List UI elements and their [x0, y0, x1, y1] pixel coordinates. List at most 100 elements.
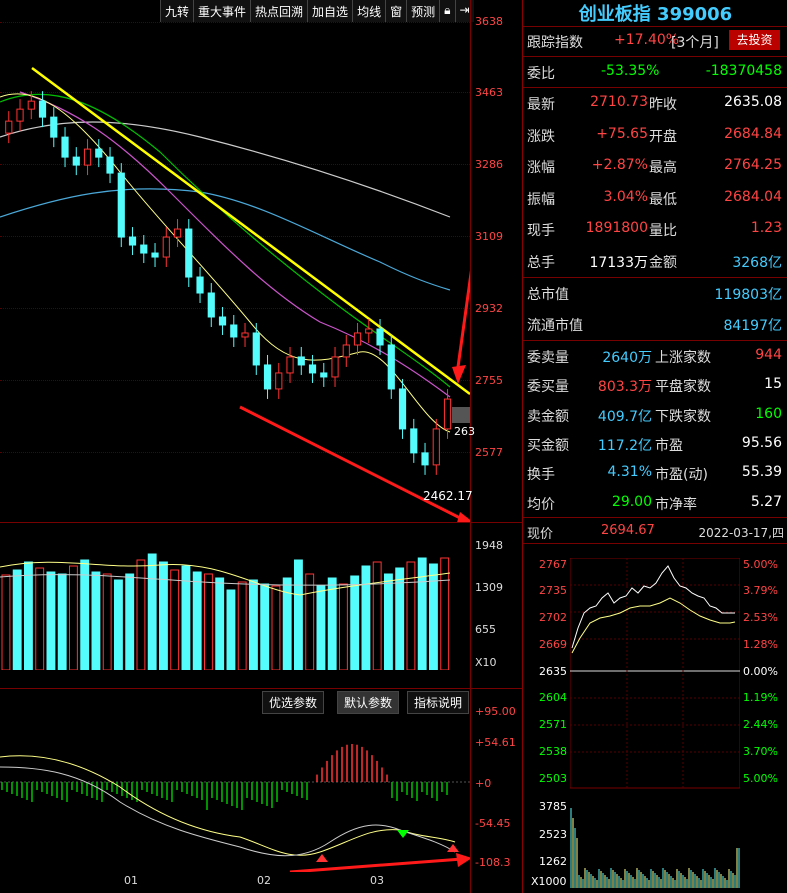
candle	[117, 172, 125, 238]
candle	[331, 356, 339, 378]
quote-label: 最高	[649, 160, 677, 176]
default-params-button[interactable]: 默认参数	[337, 691, 400, 714]
candle	[252, 332, 260, 366]
indicator-help-button[interactable]: 指标说明	[407, 691, 470, 714]
x-axis-label: 01	[124, 874, 138, 887]
toolbar-hot-review[interactable]: 热点回溯	[250, 0, 308, 22]
volume-canvas[interactable]	[0, 525, 470, 670]
candle	[387, 344, 395, 390]
intraday-pct-tick: 1.28%	[743, 638, 778, 651]
stat-value: 160	[755, 405, 782, 422]
stat-value: 95.56	[741, 434, 782, 451]
candle	[27, 100, 35, 110]
intraday-price-tick: 2702	[539, 611, 567, 624]
optimized-params-button[interactable]: 优选参数	[262, 691, 325, 714]
intraday-volume-tick: 3785	[539, 800, 567, 813]
candle	[72, 156, 80, 166]
toolbar-moving-average[interactable]: 均线	[352, 0, 386, 22]
candle	[106, 156, 114, 174]
intraday-line-canvas[interactable]	[570, 558, 740, 888]
quote-value: 17133万	[589, 254, 648, 271]
price-volume-divider	[0, 522, 522, 523]
candle	[128, 236, 137, 246]
volume-bar	[91, 571, 101, 670]
index-title: 创业板指 399006	[578, 4, 733, 25]
stat-label: 平盘家数	[655, 379, 711, 396]
candle	[50, 116, 58, 138]
stat-row: 卖金额 409.7亿 下跌家数 160	[523, 400, 787, 431]
price-tick: 2577	[475, 446, 503, 459]
toolbar-forecast[interactable]: 预测	[406, 0, 440, 22]
stat-label: 卖金额	[527, 408, 569, 425]
quote-value: 1891800	[585, 220, 648, 236]
macd-dea-line	[0, 755, 456, 856]
volume-unit: X10	[475, 656, 497, 669]
toolbar-add-watchlist[interactable]: 加自选	[307, 0, 353, 22]
intraday-chart[interactable]: 2767 2735 2702 2669 2635 2604 2571 2538 …	[523, 548, 787, 893]
annotation-arrow-macd	[289, 857, 463, 872]
intraday-pct-tick: 1.19%	[743, 691, 778, 704]
candle	[173, 228, 182, 238]
macd-canvas[interactable]	[0, 712, 470, 872]
stat-row: 均价 29.00 市净率 5.27	[523, 488, 787, 519]
volume-bar	[316, 585, 326, 670]
candle	[83, 148, 92, 166]
volume-bar	[102, 573, 112, 670]
weibi-pct: -53.35%	[601, 63, 660, 79]
candlestick-canvas[interactable]	[0, 22, 470, 522]
volume-bar	[136, 559, 146, 670]
annotation-arrow-down	[456, 269, 470, 368]
volume-bar	[429, 563, 438, 670]
candle	[61, 136, 69, 158]
weibi-row: 委比 -53.35% -18370458	[523, 57, 787, 88]
trendline	[31, 66, 470, 396]
intraday-pct-tick: 2.53%	[743, 611, 778, 624]
volume-bar	[440, 557, 450, 670]
track-index-value: +17.40%	[614, 32, 680, 48]
quote-label: 金额	[649, 254, 677, 271]
candle	[230, 324, 238, 338]
toolbar-window[interactable]: 窗	[385, 0, 407, 22]
volume-bar	[12, 569, 22, 670]
x-axis-label: 03	[370, 874, 384, 887]
lock-icon[interactable]: 🔒︎	[439, 0, 455, 22]
exit-icon[interactable]: ⇥	[454, 0, 474, 22]
stat-label: 换手	[527, 467, 555, 484]
volume-bar	[147, 553, 157, 670]
indicator-tick: -54.45	[475, 817, 511, 830]
candle	[297, 356, 305, 366]
invest-button[interactable]: 去投资	[729, 30, 780, 50]
volume-bar	[80, 559, 90, 670]
quote-label: 总手	[527, 254, 555, 271]
intraday-price-tick: 2538	[539, 745, 567, 758]
candle	[410, 428, 418, 454]
quote-row: 现手 1891800 量比 1.23	[523, 214, 787, 245]
quote-value: 1.23	[750, 220, 782, 236]
toolbar-major-events[interactable]: 重大事件	[193, 0, 251, 22]
macd-dif-line	[0, 766, 456, 857]
low-price-label: 2462.17	[423, 489, 473, 503]
volume-bar	[170, 569, 180, 670]
stat-value: 4.31%	[607, 464, 652, 481]
candle	[95, 148, 103, 158]
kline-chart-panel[interactable]: 九转 重大事件 热点回溯 加自选 均线 窗 预测 🔒︎ ⇥ 3638 3463 …	[0, 0, 522, 893]
candle	[185, 228, 193, 278]
candle	[365, 328, 373, 334]
stat-label: 上涨家数	[655, 350, 711, 366]
price-tick: 2755	[475, 374, 503, 387]
stat-value: 117.2亿	[597, 437, 652, 454]
stat-row: 换手 4.31% 市盈(动) 55.39	[523, 458, 787, 489]
candle	[16, 108, 24, 122]
toolbar-jiuzhuan[interactable]: 九转	[160, 0, 194, 22]
indicator-tick: +95.00	[475, 705, 516, 718]
volume-bar	[125, 573, 135, 670]
candle	[263, 364, 272, 390]
volume-bar	[1, 574, 11, 670]
volume-bar	[372, 561, 382, 670]
candle	[286, 356, 294, 374]
intraday-volume-tick: 1262	[539, 855, 567, 868]
quote-value: +2.87%	[591, 157, 648, 173]
total-market-cap-value: 119803亿	[714, 287, 782, 303]
price-tick: 3638	[475, 15, 503, 28]
intraday-price-tick: 2635	[539, 665, 567, 678]
